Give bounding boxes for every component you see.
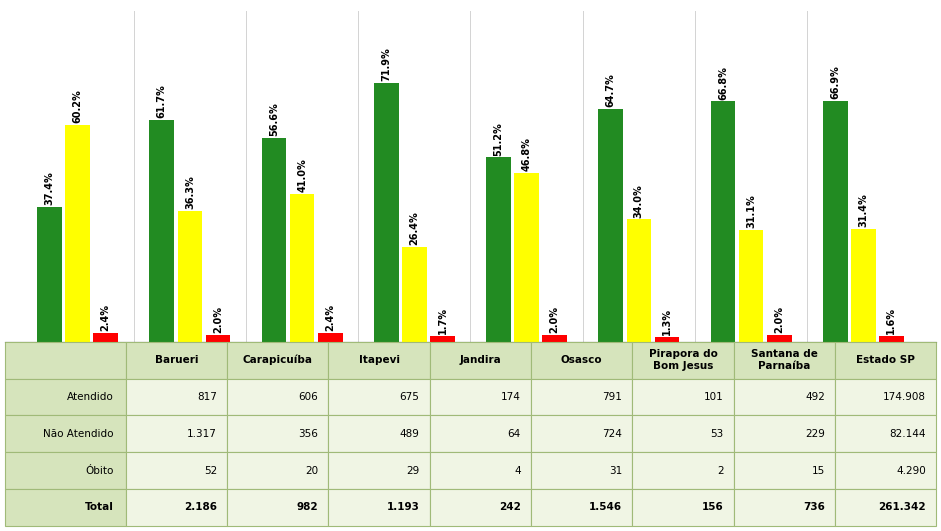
- Bar: [206, 335, 231, 342]
- Text: 26.4%: 26.4%: [409, 211, 420, 245]
- Bar: [318, 333, 343, 342]
- Text: 31.1%: 31.1%: [746, 194, 757, 228]
- Bar: [38, 207, 62, 342]
- Bar: [262, 138, 286, 342]
- Text: 1.7%: 1.7%: [438, 307, 447, 334]
- Bar: [290, 194, 314, 342]
- Bar: [598, 109, 623, 342]
- Text: 2.0%: 2.0%: [774, 306, 784, 333]
- Bar: [486, 158, 511, 342]
- Bar: [150, 119, 174, 342]
- Text: 2.4%: 2.4%: [326, 304, 335, 331]
- Text: 1.6%: 1.6%: [886, 307, 897, 334]
- Text: 2.0%: 2.0%: [213, 306, 223, 333]
- Text: 36.3%: 36.3%: [184, 176, 195, 209]
- Text: 66.8%: 66.8%: [718, 66, 728, 99]
- Bar: [374, 83, 399, 342]
- Bar: [65, 125, 90, 342]
- Text: 41.0%: 41.0%: [297, 159, 307, 192]
- Bar: [430, 336, 455, 342]
- Text: 37.4%: 37.4%: [44, 172, 55, 205]
- Text: 34.0%: 34.0%: [634, 184, 644, 218]
- Bar: [178, 211, 202, 342]
- Bar: [542, 335, 567, 342]
- Bar: [655, 337, 679, 342]
- Text: 56.6%: 56.6%: [269, 102, 279, 136]
- Text: 31.4%: 31.4%: [858, 193, 869, 227]
- Text: 71.9%: 71.9%: [381, 47, 391, 81]
- Text: 51.2%: 51.2%: [494, 122, 503, 156]
- Text: 61.7%: 61.7%: [157, 84, 167, 118]
- Bar: [767, 335, 791, 342]
- Bar: [627, 219, 651, 342]
- Text: 1.3%: 1.3%: [662, 309, 672, 335]
- Bar: [93, 333, 118, 342]
- Text: 46.8%: 46.8%: [521, 138, 532, 172]
- Bar: [879, 336, 903, 342]
- Bar: [823, 101, 848, 342]
- Text: 66.9%: 66.9%: [830, 65, 840, 99]
- Bar: [710, 101, 735, 342]
- Text: 2.4%: 2.4%: [101, 304, 111, 331]
- Bar: [515, 173, 539, 342]
- Bar: [402, 247, 426, 342]
- Bar: [851, 229, 876, 342]
- Bar: [739, 230, 763, 342]
- Text: 60.2%: 60.2%: [72, 90, 83, 123]
- Text: 2.0%: 2.0%: [550, 306, 560, 333]
- Text: 64.7%: 64.7%: [606, 73, 615, 107]
